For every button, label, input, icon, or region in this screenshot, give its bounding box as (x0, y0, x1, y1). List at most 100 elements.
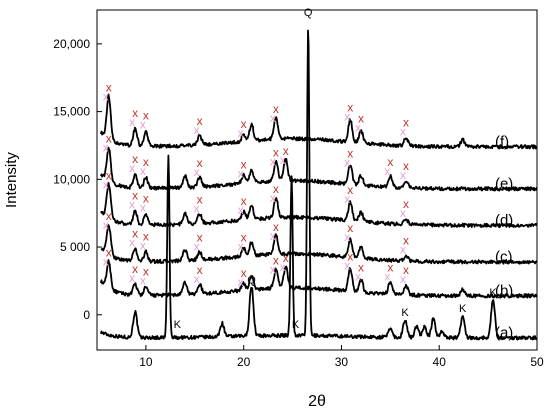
y-tick-label: 15,000 (53, 105, 90, 119)
x-marker-shadow: x (194, 123, 200, 137)
x-marker-shadow: x (238, 166, 244, 180)
x-marker: x (241, 157, 247, 171)
x-marker-shadow: x (140, 238, 146, 252)
x-marker: x (143, 109, 149, 123)
x-marker-shadow: x (140, 164, 146, 178)
series-line (100, 259, 538, 299)
x-marker: x (241, 266, 247, 280)
series-label: (c) (495, 249, 513, 266)
x-marker-shadow: x (270, 191, 276, 205)
x-marker: x (273, 220, 279, 234)
x-marker: x (283, 144, 289, 158)
x-marker-shadow: x (400, 242, 406, 256)
x-marker-shadow: x (384, 164, 390, 178)
x-marker-shadow: x (103, 89, 109, 103)
x-marker: x (197, 114, 203, 128)
x-marker-shadow: x (129, 161, 135, 175)
x-tick-label: 40 (433, 355, 447, 369)
x-marker: x (143, 264, 149, 278)
x-marker: x (241, 194, 247, 208)
x-marker: x (387, 260, 393, 274)
x-marker-shadow: x (344, 192, 350, 206)
x-marker: x (273, 145, 279, 159)
y-tick-label: 5 000 (60, 240, 90, 254)
x-marker-shadow: x (344, 110, 350, 124)
series-line (100, 181, 538, 229)
x-marker: x (106, 80, 112, 94)
x-marker-shadow: x (103, 255, 109, 269)
x-tick-label: 50 (530, 355, 544, 369)
x-marker-shadow: x (238, 240, 244, 254)
x-marker: x (106, 132, 112, 146)
peak-annotation: K (401, 307, 409, 319)
x-marker-shadow: x (270, 111, 276, 125)
x-axis-title: 2θ (308, 393, 326, 410)
x-marker-shadow: x (400, 206, 406, 220)
x-marker-shadow: x (270, 229, 276, 243)
x-marker: x (241, 117, 247, 131)
x-marker-shadow: x (355, 120, 361, 134)
y-tick-label: 10,000 (53, 172, 90, 186)
x-marker-shadow: x (103, 177, 109, 191)
x-marker: x (106, 168, 112, 182)
series-line (100, 224, 538, 265)
x-marker: x (132, 189, 138, 203)
x-marker-shadow: x (129, 198, 135, 212)
x-marker: x (197, 156, 203, 170)
x-marker: x (132, 227, 138, 241)
x-marker-shadow: x (355, 269, 361, 283)
x-marker: x (387, 155, 393, 169)
x-marker-shadow: x (400, 272, 406, 286)
peak-annotation: K (174, 319, 182, 331)
x-tick-label: 30 (335, 355, 349, 369)
series-line (100, 146, 538, 192)
x-marker: x (403, 263, 409, 277)
series-label: (f) (495, 133, 509, 150)
series-line (100, 93, 538, 150)
series-label: (a) (495, 324, 513, 341)
x-marker-shadow: x (280, 153, 286, 167)
x-marker-shadow: x (400, 168, 406, 182)
x-marker-shadow: x (270, 154, 276, 168)
x-marker: x (358, 260, 364, 274)
x-marker-shadow: x (194, 272, 200, 286)
x-marker: x (273, 182, 279, 196)
x-marker-shadow: x (238, 275, 244, 289)
x-marker-shadow: x (238, 126, 244, 140)
x-marker-shadow: x (400, 124, 406, 138)
series-label: (d) (495, 212, 513, 229)
x-marker: x (143, 155, 149, 169)
peak-annotation: K (292, 319, 300, 331)
axis-layer: 10 20 30 40 50 0 5 000 10,000 15,000 20,000 (53, 37, 544, 369)
x-marker-shadow: x (344, 230, 350, 244)
x-marker-shadow: x (129, 236, 135, 250)
x-marker: x (132, 106, 138, 120)
y-tick-label: 0 (83, 308, 90, 322)
x-marker: x (403, 115, 409, 129)
x-marker: x (283, 251, 289, 265)
x-marker: x (273, 254, 279, 268)
x-marker-shadow: x (129, 115, 135, 129)
y-axis-title: Intensity (3, 152, 20, 208)
x-marker: x (197, 263, 203, 277)
x-marker: x (241, 231, 247, 245)
series-label: (e) (495, 175, 513, 192)
x-marker-shadow: x (344, 259, 350, 273)
x-marker-shadow: x (344, 156, 350, 170)
series-label: (b) (495, 282, 513, 299)
x-marker: x (132, 152, 138, 166)
y-tick-label: 20,000 (53, 37, 90, 51)
plot-frame (96, 9, 538, 351)
x-marker: x (403, 197, 409, 211)
x-marker: x (273, 102, 279, 116)
x-marker: x (347, 183, 353, 197)
x-marker: x (347, 221, 353, 235)
x-marker: x (403, 233, 409, 247)
peak-annotation: K (459, 303, 467, 315)
x-marker: x (143, 229, 149, 243)
x-marker-shadow: x (270, 263, 276, 277)
peak-annotation: K (489, 287, 497, 299)
x-marker-shadow: x (129, 271, 135, 285)
x-marker-shadow: x (194, 165, 200, 179)
x-marker-shadow: x (103, 218, 109, 232)
